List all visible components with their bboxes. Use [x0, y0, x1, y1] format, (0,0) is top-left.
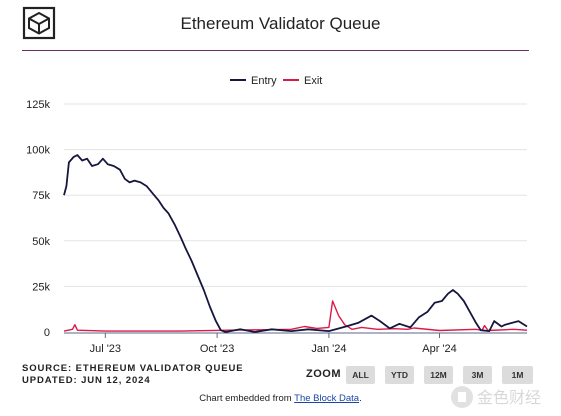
y-tick-label: 0: [44, 327, 50, 339]
zoom-buttons: ALL YTD 12M 3M 1M: [346, 366, 533, 384]
chart-legend: Entry Exit: [230, 75, 322, 87]
x-tick-label: Jan '24: [311, 343, 346, 355]
embed-prefix: Chart embedded from: [199, 393, 295, 404]
watermark-text: 金色财经: [477, 388, 541, 407]
zoom-ytd-button[interactable]: YTD: [385, 366, 414, 384]
series-lines: [63, 154, 528, 333]
zoom-12m-button[interactable]: 12M: [424, 366, 453, 384]
y-axis: 0 25k 50k 75k 100k 125k: [26, 99, 50, 339]
y-tick-label: 50k: [32, 236, 50, 248]
the-block-data-link[interactable]: The Block Data: [294, 393, 360, 404]
zoom-all-button[interactable]: ALL: [346, 366, 375, 384]
x-tick-label: Jul '23: [90, 343, 121, 355]
y-tick-label: 75k: [32, 190, 50, 202]
zoom-label: ZOOM: [306, 368, 341, 380]
legend-label-entry: Entry: [251, 75, 277, 87]
header-divider: [22, 50, 529, 51]
source-note: SOURCE: ETHEREUM VALIDATOR QUEUE UPDATED…: [22, 363, 243, 387]
exit-series-line: [63, 300, 528, 332]
y-tick-label: 100k: [26, 145, 50, 157]
grid-lines: [64, 103, 527, 287]
zoom-3m-button[interactable]: 3M: [463, 366, 492, 384]
embed-suffix: .: [359, 393, 362, 404]
updated-text: UPDATED: JUN 12, 2024: [22, 375, 151, 386]
embed-note: Chart embedded from The Block Data.: [0, 393, 561, 404]
legend-label-exit: Exit: [304, 75, 322, 87]
validator-queue-chart: Entry Exit 0 25k 50k 75k 100k 125k Jul '23 Oct …: [26, 75, 528, 355]
zoom-1m-button[interactable]: 1M: [502, 366, 533, 384]
chart-title: Ethereum Validator Queue: [180, 14, 381, 33]
y-tick-label: 125k: [26, 99, 50, 111]
watermark-logo: 金色财经: [451, 386, 541, 408]
x-tick-label: Oct '23: [200, 343, 235, 355]
source-text: SOURCE: ETHEREUM VALIDATOR QUEUE: [22, 363, 244, 374]
entry-series-line: [63, 154, 528, 333]
x-tick-label: Apr '24: [422, 343, 457, 355]
the-block-logo-icon: [22, 6, 56, 40]
watermark-coin-icon: [451, 386, 473, 408]
x-axis: Jul '23 Oct '23 Jan '24 Apr '24: [64, 332, 527, 355]
y-tick-label: 25k: [32, 281, 50, 293]
